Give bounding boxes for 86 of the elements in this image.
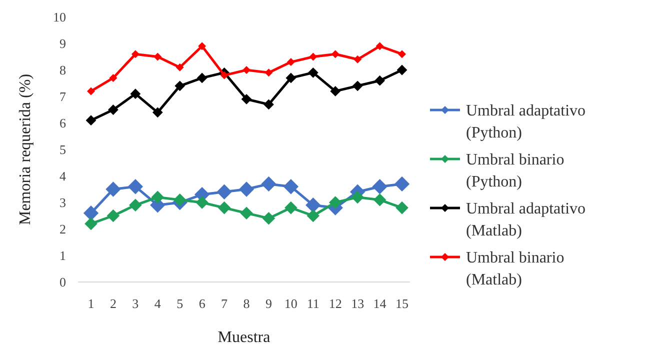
point: [241, 94, 252, 104]
x-tick-label: 10: [284, 296, 298, 311]
x-tick-label: 8: [243, 296, 250, 311]
point: [330, 86, 341, 96]
x-tick-label: 12: [328, 296, 342, 311]
point: [240, 206, 253, 220]
x-tick-label: 2: [110, 296, 116, 311]
y-tick-label: 10: [53, 10, 66, 25]
y-tick-label: 0: [60, 274, 66, 290]
point: [83, 206, 99, 221]
x-tick-label: 14: [373, 296, 387, 311]
point: [283, 179, 299, 194]
point: [284, 201, 298, 214]
point: [308, 67, 318, 78]
point: [86, 115, 96, 126]
point: [84, 217, 98, 230]
point: [374, 75, 385, 86]
point: [351, 190, 364, 204]
x-tick-label: 13: [351, 296, 364, 311]
x-tick-label: 9: [265, 296, 272, 311]
point: [262, 212, 276, 225]
point: [196, 196, 208, 209]
point: [306, 198, 321, 213]
point: [173, 193, 186, 206]
point: [220, 71, 228, 80]
point: [306, 209, 320, 222]
y-tick-label: 2: [60, 222, 66, 237]
x-tick-label: 1: [88, 296, 94, 311]
point: [238, 182, 254, 197]
y-tick-label: 7: [60, 89, 66, 104]
point: [398, 50, 406, 58]
point: [309, 52, 318, 61]
point: [396, 64, 408, 76]
legend-label: Umbral binario (Matlab): [466, 250, 564, 289]
point: [264, 99, 274, 110]
x-tick-label: 15: [396, 296, 408, 311]
point: [130, 88, 141, 100]
y-tick-label: 3: [60, 195, 66, 210]
legend-label: Umbral binario (Python): [466, 152, 564, 191]
point: [174, 80, 186, 92]
point: [216, 184, 232, 200]
point: [108, 104, 118, 115]
point: [264, 68, 273, 77]
point: [198, 42, 206, 50]
point: [328, 196, 342, 209]
point: [354, 55, 362, 64]
point: [109, 74, 118, 82]
point: [373, 193, 386, 206]
point: [129, 198, 142, 212]
x-tick-label: 3: [132, 296, 139, 311]
y-tick-label: 8: [60, 62, 66, 78]
point: [152, 107, 163, 118]
point: [106, 182, 121, 197]
point: [394, 176, 410, 192]
point: [372, 179, 388, 194]
point: [218, 201, 231, 214]
point: [196, 72, 208, 84]
point: [106, 209, 120, 222]
point: [154, 52, 162, 61]
point: [261, 176, 276, 192]
x-axis-title: Muestra: [218, 329, 270, 346]
legend-label: Umbral adaptativo (Matlab): [466, 200, 586, 240]
legend-label: Umbral adaptativo (Python): [466, 102, 586, 142]
point: [242, 66, 250, 74]
point: [352, 80, 363, 92]
point: [376, 42, 384, 50]
point: [396, 201, 408, 214]
y-tick-label: 6: [60, 116, 66, 131]
point: [128, 179, 144, 194]
point: [131, 50, 140, 58]
y-tick-label: 5: [60, 142, 66, 158]
point: [151, 190, 164, 204]
y-axis-title: Memoria requerida (%): [17, 74, 34, 226]
y-tick-label: 9: [60, 36, 66, 52]
x-tick-label: 11: [306, 296, 320, 311]
x-tick-label: 4: [154, 296, 162, 311]
point: [286, 58, 295, 66]
x-tick-label: 5: [176, 296, 184, 311]
y-tick-label: 4: [60, 168, 66, 184]
x-tick-label: 6: [198, 296, 206, 311]
point: [286, 72, 296, 84]
y-tick-label: 1: [60, 248, 66, 264]
point: [176, 63, 184, 72]
point: [331, 50, 340, 58]
point: [87, 87, 95, 96]
x-tick-label: 7: [221, 296, 228, 311]
